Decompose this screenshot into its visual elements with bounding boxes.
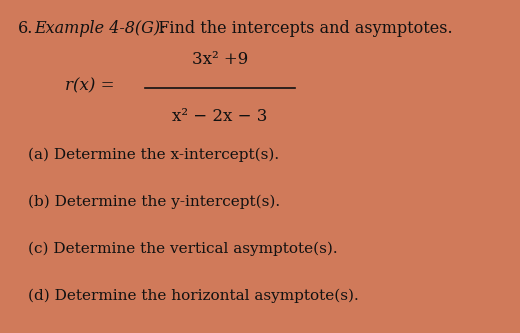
Text: 6.: 6.	[18, 20, 33, 37]
Text: (b) Determine the y-intercept(s).: (b) Determine the y-intercept(s).	[28, 195, 280, 209]
Text: r(x) =: r(x) =	[65, 78, 114, 95]
Text: (d) Determine the horizontal asymptote(s).: (d) Determine the horizontal asymptote(s…	[28, 289, 359, 303]
Text: (c) Determine the vertical asymptote(s).: (c) Determine the vertical asymptote(s).	[28, 242, 337, 256]
Text: Example 4-8(G):: Example 4-8(G):	[34, 20, 165, 37]
Text: x² − 2x − 3: x² − 2x − 3	[172, 108, 268, 125]
Text: Find the intercepts and asymptotes.: Find the intercepts and asymptotes.	[148, 20, 452, 37]
Text: 3x² +9: 3x² +9	[192, 51, 248, 68]
Text: (a) Determine the x-intercept(s).: (a) Determine the x-intercept(s).	[28, 148, 279, 163]
